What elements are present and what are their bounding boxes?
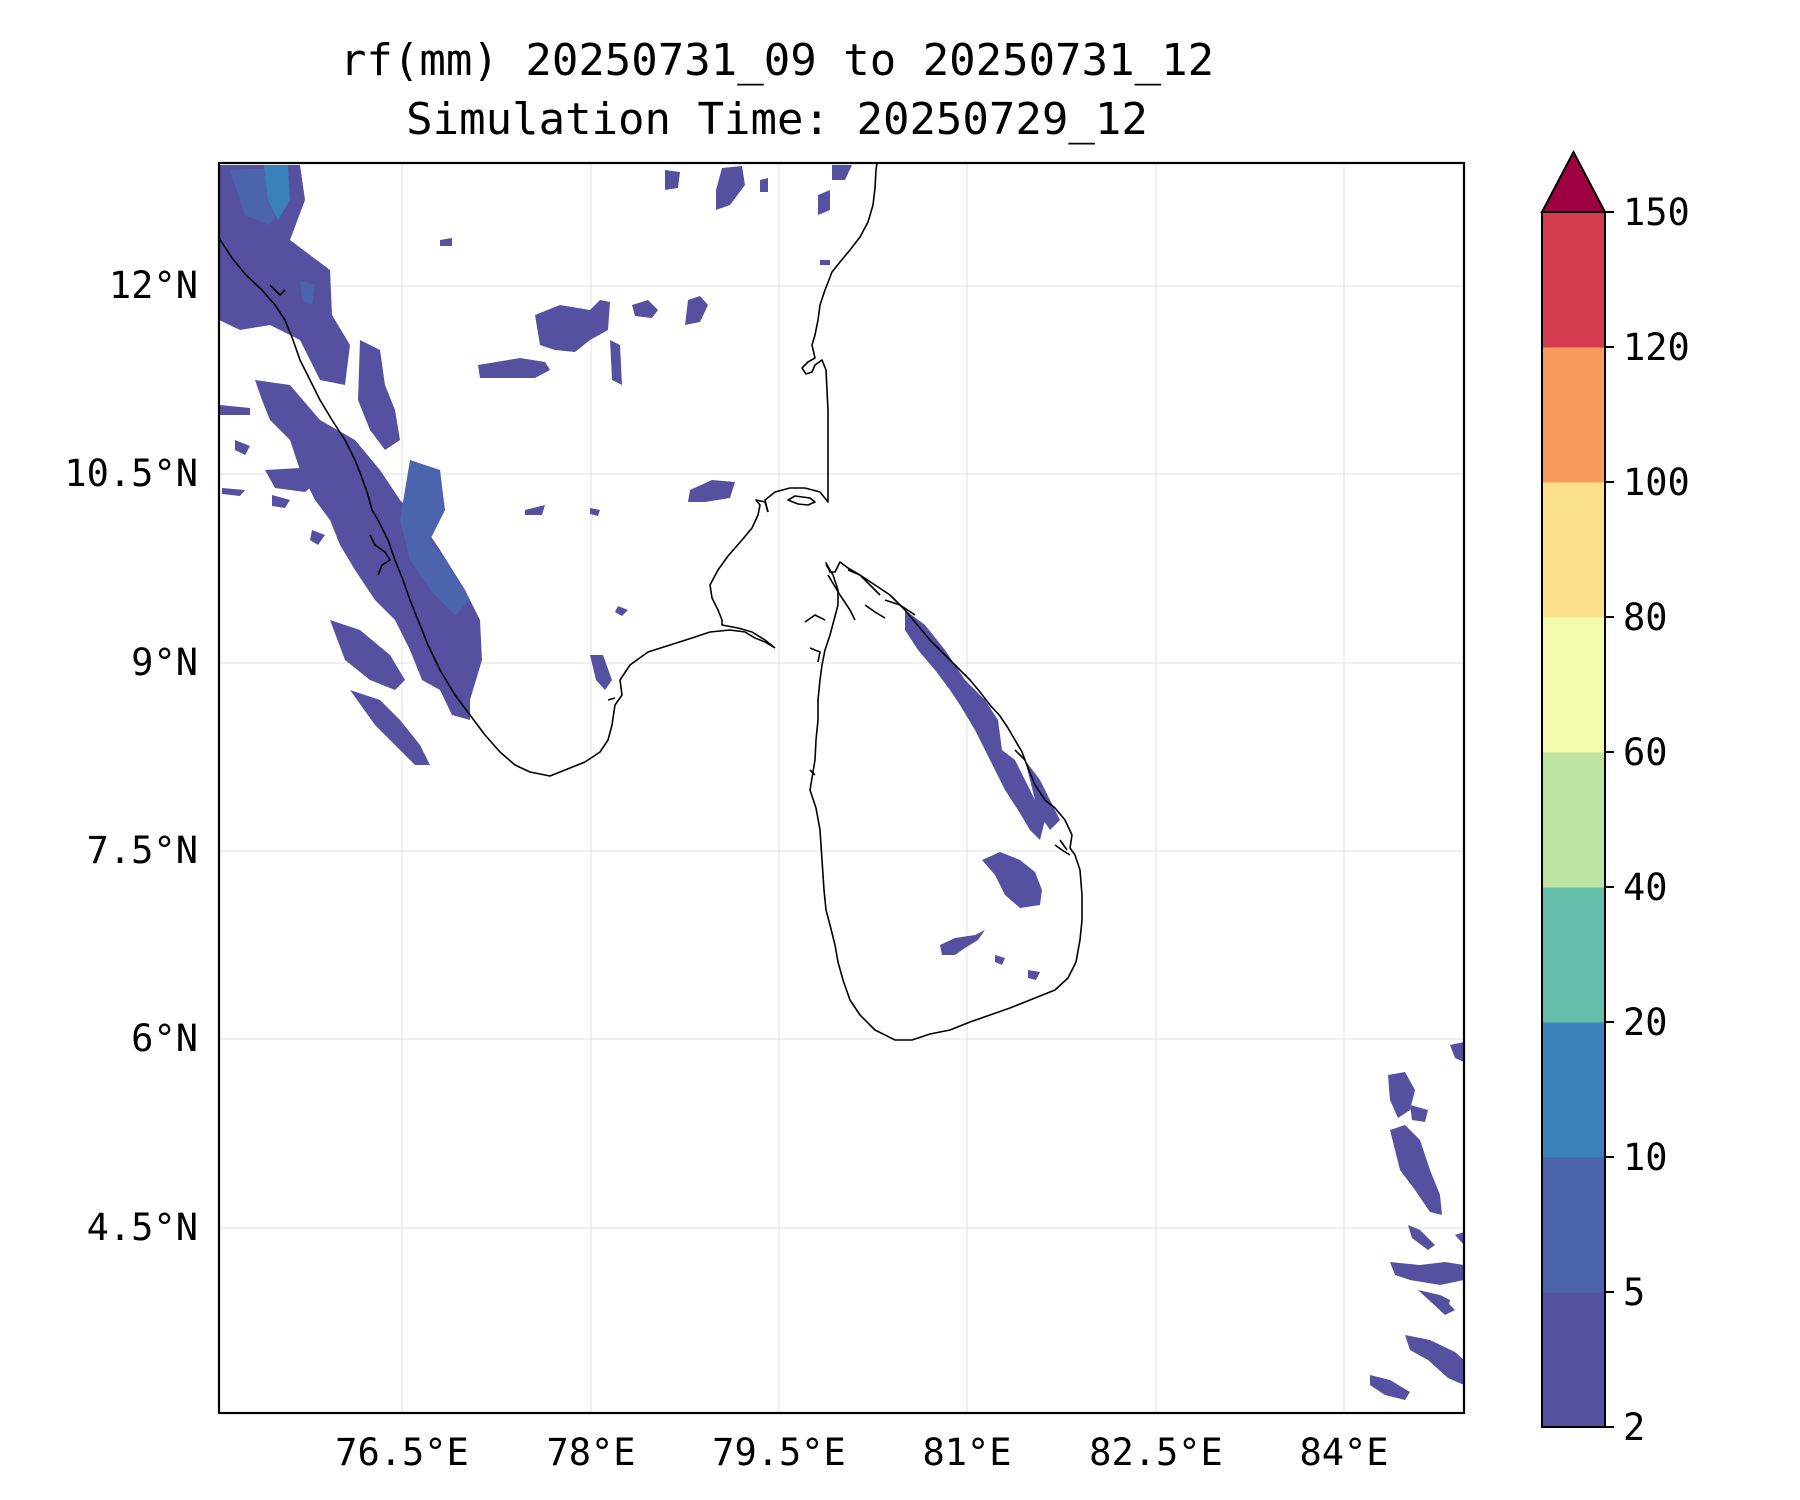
lat-tick-label: 4.5°N: [87, 1206, 198, 1249]
lon-axis: 76.5°E 78°E 79.5°E 81°E 82.5°E 84°E: [335, 1431, 1388, 1474]
colorbar-tick-label: 10: [1623, 1136, 1668, 1179]
colorbar-segment: [1542, 1022, 1605, 1158]
lat-tick-label: 9°N: [131, 641, 198, 684]
colorbar-segment: [1542, 212, 1605, 348]
rainfall-patches: [219, 165, 1464, 1400]
colorbar-tick-label: 20: [1623, 1001, 1668, 1044]
colorbar-extend-arrow: [1540, 149, 1607, 213]
lat-tick-label: 6°N: [131, 1017, 198, 1060]
lat-tick-label: 10.5°N: [64, 452, 198, 495]
colorbar-tick-label: 150: [1623, 191, 1690, 234]
coastlines: [218, 162, 1083, 1041]
map-title-line1: rf(mm) 20250731_09 to 20250731_12: [340, 35, 1214, 86]
colorbar-segment: [1542, 347, 1605, 483]
colorbar-segment: [1542, 1292, 1605, 1428]
colorbar-tick-label: 2: [1623, 1406, 1645, 1449]
lon-tick-label: 82.5°E: [1089, 1431, 1223, 1474]
lon-tick-label: 84°E: [1299, 1431, 1388, 1474]
colorbar-tick-label: 60: [1623, 731, 1668, 774]
colorbar-segment: [1542, 617, 1605, 753]
colorbar-tick-label: 40: [1623, 866, 1668, 909]
lat-tick-label: 12°N: [109, 264, 198, 307]
lon-tick-label: 76.5°E: [335, 1431, 469, 1474]
lat-axis: 12°N 10.5°N 9°N 7.5°N 6°N 4.5°N: [64, 264, 198, 1249]
gridlines: [219, 163, 1464, 1413]
colorbar-tick-label: 100: [1623, 461, 1690, 504]
lat-tick-label: 7.5°N: [87, 829, 198, 872]
colorbar-segment: [1542, 482, 1605, 618]
colorbar-segment: [1542, 1157, 1605, 1293]
colorbar-tick-label: 5: [1623, 1271, 1645, 1314]
map-panel: [217, 161, 1466, 1415]
colorbar-frame: [1541, 211, 1606, 1428]
colorbar: 2 5 10 20 40 60 80 100 120 150: [1540, 149, 1690, 1449]
colorbar-tick-label: 80: [1623, 596, 1668, 639]
lon-tick-label: 78°E: [546, 1431, 635, 1474]
colorbar-segment: [1542, 887, 1605, 1023]
colorbar-segment: [1542, 752, 1605, 888]
colorbar-tick-label: 120: [1623, 326, 1690, 369]
map-title-line2: Simulation Time: 20250729_12: [406, 94, 1148, 145]
lon-tick-label: 79.5°E: [712, 1431, 846, 1474]
lon-tick-label: 81°E: [922, 1431, 1011, 1474]
map-frame: [217, 161, 1466, 1415]
